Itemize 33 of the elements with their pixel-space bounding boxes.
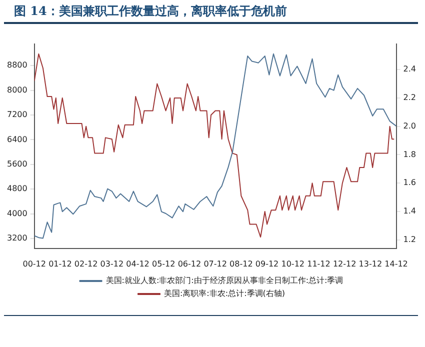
y-tick-label: 6400: [7, 134, 28, 144]
y-tick-label: 4000: [7, 208, 28, 218]
y2-tick-label: 2.2: [403, 93, 416, 102]
x-tick-label: 00-12: [22, 259, 46, 268]
y2-tick-label: 1.8: [403, 150, 416, 159]
x-tick-label: 14-12: [384, 259, 408, 268]
x-tick-label: 08-12: [230, 259, 253, 268]
x-tick-label: 11-12: [307, 259, 330, 268]
y-tick-label: 5600: [7, 159, 28, 168]
x-tick-label: 13-12: [358, 259, 382, 268]
y2-tick-label: 1.4: [403, 206, 416, 216]
x-tick-label: 12-12: [332, 259, 356, 268]
y2-tick-label: 2.0: [403, 121, 416, 130]
x-tick-label: 02-12: [74, 259, 98, 268]
x-tick-label: 06-12: [178, 259, 202, 268]
y-tick-label: 8000: [7, 85, 28, 94]
y2-tick-label: 1.6: [403, 178, 416, 188]
legend-label: 美国:就业人数:非农部门:由于经济原因从事非全日制工作:总计:季调: [106, 276, 344, 286]
x-tick-label: 07-12: [204, 259, 227, 268]
x-tick-label: 01-12: [48, 259, 72, 268]
x-tick-label: 05-12: [152, 259, 176, 268]
y-tick-label: 8800: [7, 60, 28, 70]
x-tick-label: 09-12: [255, 259, 279, 268]
x-tick-label: 03-12: [100, 259, 124, 268]
y-tick-label: 7200: [7, 110, 28, 120]
y-tick-label: 3200: [7, 234, 28, 243]
y-tick-label: 4800: [7, 184, 28, 194]
y2-tick-label: 1.2: [403, 234, 416, 244]
legend-label: 美国:离职率:非农:总计:季调(右轴): [164, 289, 286, 298]
chart-title: 图 14：美国兼职工作数量过高，离职率低于危机前: [14, 3, 287, 20]
y2-tick-label: 2.4: [403, 64, 416, 74]
x-tick-label: 04-12: [126, 259, 150, 268]
x-tick-label: 10-12: [281, 259, 304, 268]
